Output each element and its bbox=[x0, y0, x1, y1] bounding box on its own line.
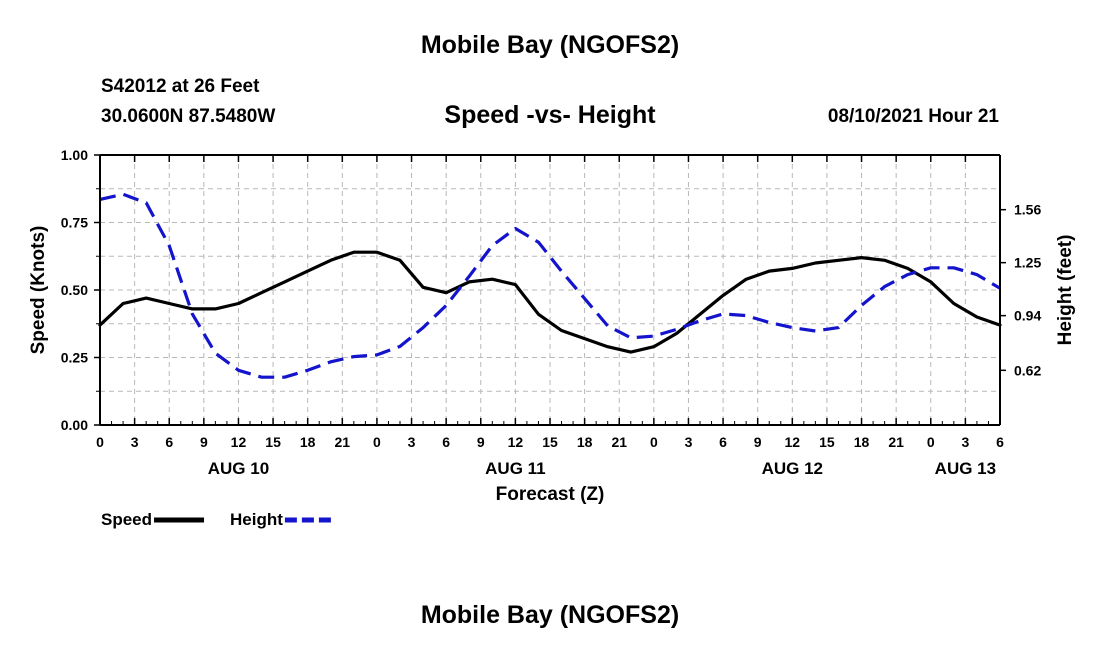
x-day-label: AUG 13 bbox=[935, 459, 996, 478]
x-tick-label: 9 bbox=[477, 434, 485, 450]
station-label: S42012 at 26 Feet bbox=[101, 76, 260, 97]
speed-series-line bbox=[98, 250, 1002, 354]
x-tick-label: 6 bbox=[165, 434, 173, 450]
y2-axis-title: Height (feet) bbox=[1055, 235, 1076, 346]
series-lines bbox=[98, 192, 1002, 379]
x-tick-label: 3 bbox=[408, 434, 416, 450]
x-tick-label: 0 bbox=[650, 434, 658, 450]
x-tick-label: 18 bbox=[577, 434, 593, 450]
x-tick-label: 0 bbox=[373, 434, 381, 450]
y-tick-label: 0.75 bbox=[61, 215, 88, 231]
x-tick-label: 21 bbox=[611, 434, 627, 450]
x-tick-label: 12 bbox=[508, 434, 524, 450]
y2-tick-label: 1.56 bbox=[1014, 202, 1041, 218]
y-tick-label: 1.00 bbox=[61, 147, 88, 163]
y2-tick-label: 1.25 bbox=[1014, 255, 1041, 271]
x-tick-label: 6 bbox=[719, 434, 727, 450]
x-tick-label: 18 bbox=[300, 434, 316, 450]
x-day-label: AUG 12 bbox=[762, 459, 823, 478]
y2-tick-label: 0.94 bbox=[1014, 308, 1041, 324]
coordinates-label: 30.0600N 87.5480W bbox=[101, 106, 276, 127]
y-tick-label: 0.50 bbox=[61, 282, 88, 298]
x-tick-label: 6 bbox=[996, 434, 1004, 450]
legend-label: Speed bbox=[101, 510, 152, 529]
tick-labels: 0 3 6 9 12 15 18 21 0 3 6 9 12 15 18 21 0 3 6 9 12 15 18 21 0 3 6 0… bbox=[28, 147, 1076, 505]
x-tick-label: 12 bbox=[231, 434, 247, 450]
x-tick-label: 21 bbox=[888, 434, 904, 450]
y-tick-label: 0.00 bbox=[61, 417, 88, 433]
x-tick-label: 3 bbox=[961, 434, 969, 450]
legend-label: Height bbox=[230, 510, 283, 529]
height-series-line bbox=[99, 192, 1001, 379]
x-tick-label: 3 bbox=[685, 434, 693, 450]
y-tick-label: 0.25 bbox=[61, 350, 88, 366]
plot-title: Speed -vs- Height bbox=[444, 101, 656, 129]
forecast-timestamp: 08/10/2021 Hour 21 bbox=[827, 106, 999, 127]
x-tick-label: 15 bbox=[265, 434, 281, 450]
y2-tick-label: 0.62 bbox=[1014, 362, 1041, 378]
x-tick-label: 9 bbox=[200, 434, 208, 450]
x-tick-label: 12 bbox=[785, 434, 801, 450]
x-tick-label: 9 bbox=[754, 434, 762, 450]
x-axis-title: Forecast (Z) bbox=[496, 484, 605, 505]
grid-lines bbox=[100, 155, 1000, 425]
y-axis-title: Speed (Knots) bbox=[28, 226, 49, 355]
x-tick-label: 6 bbox=[442, 434, 450, 450]
x-tick-label: 21 bbox=[335, 434, 351, 450]
x-tick-label: 15 bbox=[819, 434, 835, 450]
axes bbox=[94, 154, 1006, 426]
x-tick-label: 15 bbox=[542, 434, 558, 450]
x-tick-label: 0 bbox=[927, 434, 935, 450]
x-day-label: AUG 10 bbox=[208, 459, 269, 478]
legend: Speed Height bbox=[101, 510, 335, 529]
bottom-title: Mobile Bay (NGOFS2) bbox=[420, 601, 680, 629]
x-tick-label: 18 bbox=[854, 434, 870, 450]
top-title: Mobile Bay (NGOFS2) bbox=[420, 31, 680, 59]
x-tick-label: 3 bbox=[131, 434, 139, 450]
x-tick-label: 0 bbox=[96, 434, 104, 450]
x-day-label: AUG 11 bbox=[485, 459, 545, 478]
